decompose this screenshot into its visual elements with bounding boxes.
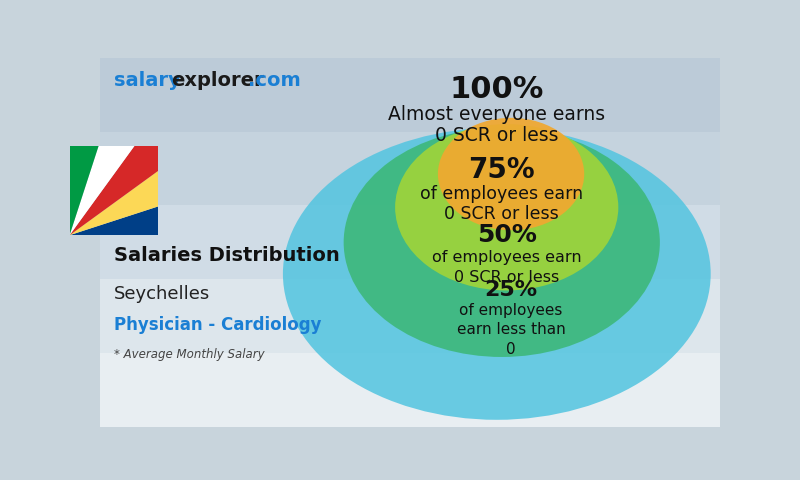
Text: Salaries Distribution: Salaries Distribution	[114, 246, 339, 265]
Ellipse shape	[438, 118, 584, 230]
Polygon shape	[70, 20, 285, 235]
Text: 0 SCR or less: 0 SCR or less	[454, 270, 559, 285]
Text: 0 SCR or less: 0 SCR or less	[444, 204, 559, 223]
Text: 0 SCR or less: 0 SCR or less	[435, 126, 558, 144]
Text: 50%: 50%	[477, 223, 537, 247]
Text: salary: salary	[114, 71, 180, 90]
Text: 75%: 75%	[469, 156, 535, 184]
Text: earn less than: earn less than	[457, 322, 566, 337]
Polygon shape	[70, 79, 323, 235]
FancyBboxPatch shape	[100, 132, 720, 205]
Polygon shape	[70, 153, 338, 235]
FancyBboxPatch shape	[100, 353, 720, 427]
Text: .com: .com	[247, 71, 300, 90]
FancyBboxPatch shape	[100, 279, 720, 353]
Ellipse shape	[395, 124, 618, 290]
Polygon shape	[70, 0, 152, 235]
Text: of employees: of employees	[459, 303, 562, 318]
Text: explorer: explorer	[171, 71, 264, 90]
Text: 100%: 100%	[450, 74, 544, 104]
Text: Seychelles: Seychelles	[114, 285, 210, 303]
Ellipse shape	[344, 128, 660, 357]
Text: * Average Monthly Salary: * Average Monthly Salary	[114, 348, 264, 361]
Text: 0: 0	[506, 342, 516, 357]
Ellipse shape	[283, 128, 710, 420]
Text: Physician - Cardiology: Physician - Cardiology	[114, 316, 321, 335]
FancyBboxPatch shape	[100, 205, 720, 279]
Text: of employees earn: of employees earn	[420, 185, 583, 203]
Text: of employees earn: of employees earn	[432, 250, 582, 264]
Text: 25%: 25%	[485, 280, 538, 300]
Polygon shape	[70, 0, 226, 235]
FancyBboxPatch shape	[100, 58, 720, 132]
Text: Almost everyone earns: Almost everyone earns	[388, 106, 606, 124]
